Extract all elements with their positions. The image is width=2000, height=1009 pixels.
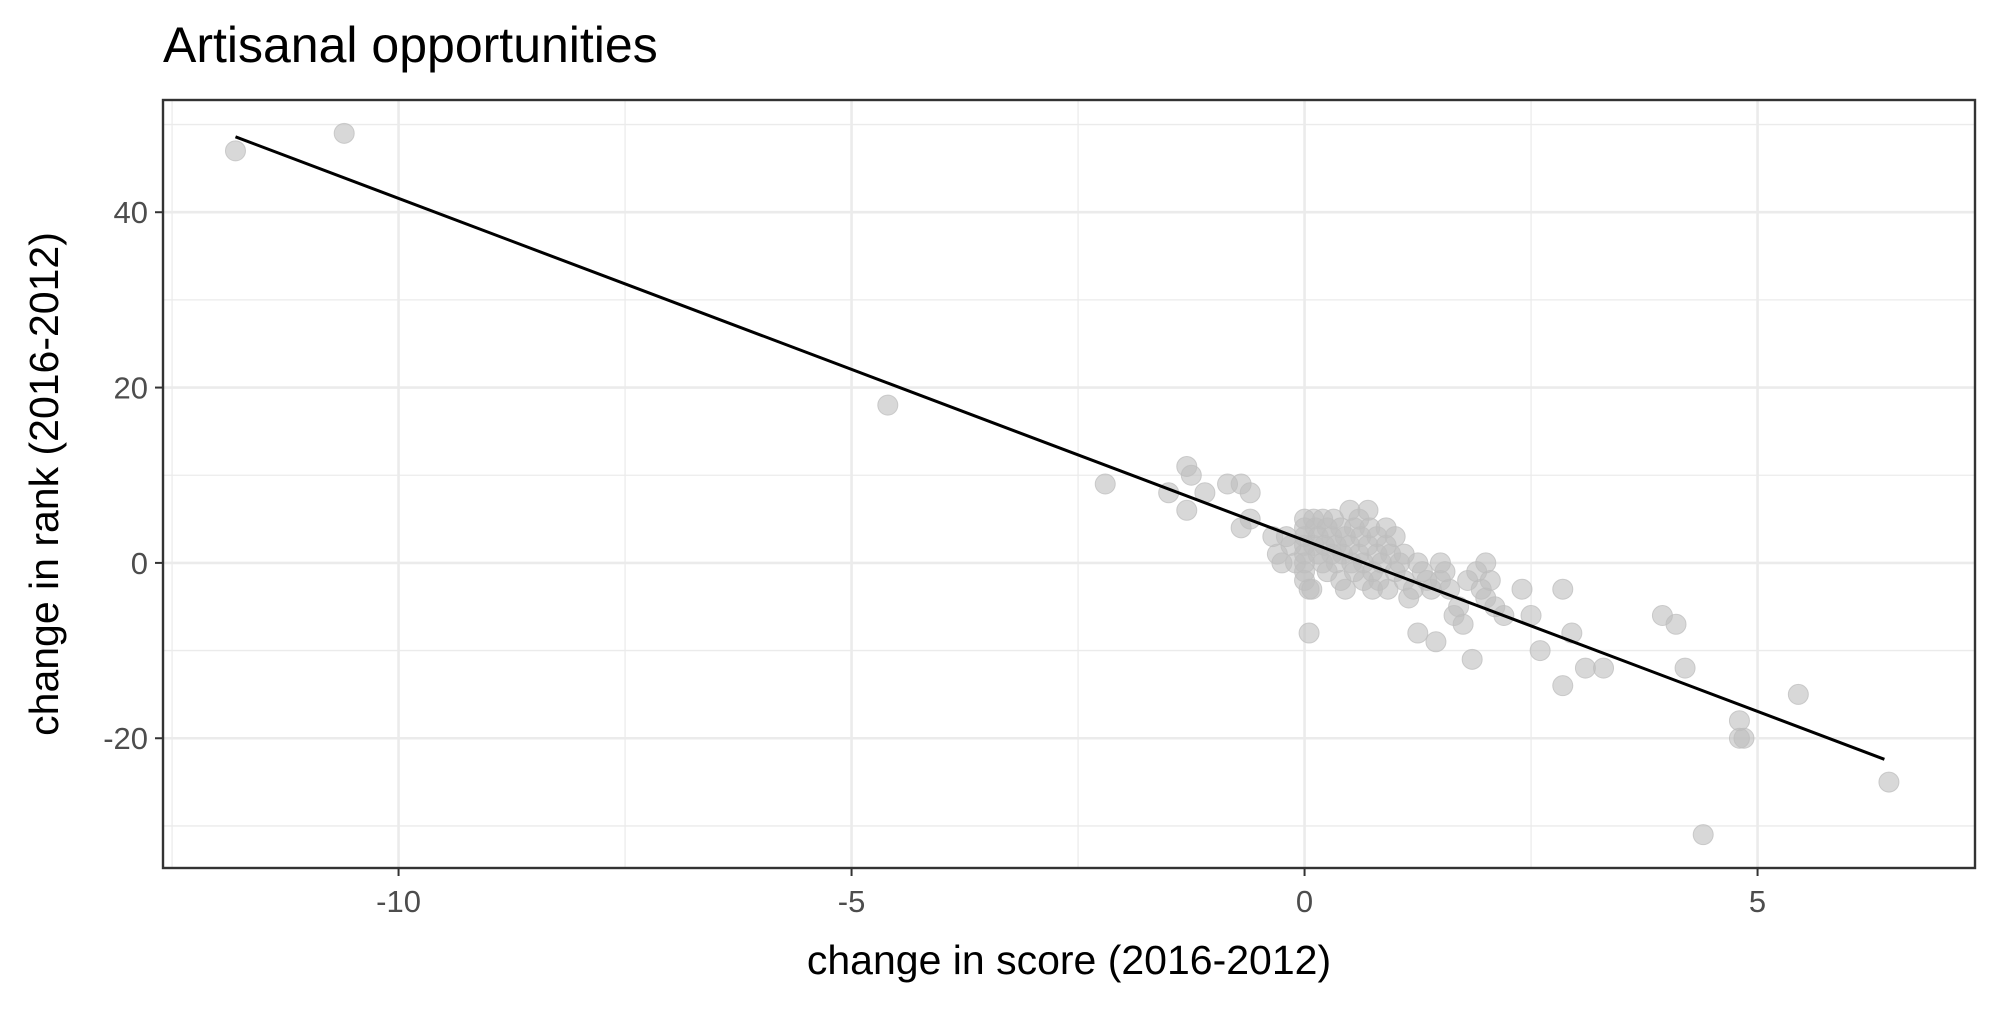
- x-axis-title: change in score (2016-2012): [807, 937, 1331, 983]
- x-tick-label: -10: [376, 884, 421, 919]
- chart-title: Artisanal opportunities: [163, 17, 658, 73]
- y-tick-label: 0: [131, 546, 148, 581]
- data-point: [1357, 499, 1379, 521]
- data-point: [1301, 578, 1323, 600]
- data-point: [1407, 622, 1429, 644]
- x-axis: -10 -5 0 5: [376, 868, 1766, 919]
- data-point: [1728, 727, 1750, 749]
- data-point: [1692, 824, 1714, 846]
- data-point: [1878, 771, 1900, 793]
- data-point: [1552, 675, 1574, 697]
- y-axis: -20 0 20 40: [103, 195, 163, 756]
- panel-background: [163, 100, 1975, 868]
- data-point: [1239, 482, 1261, 504]
- data-point: [1384, 526, 1406, 548]
- major-gridlines: [163, 100, 1975, 868]
- data-point: [877, 394, 899, 416]
- data-point: [1475, 552, 1497, 574]
- data-point: [1787, 683, 1809, 705]
- data-point: [1479, 569, 1501, 591]
- data-point: [1593, 657, 1615, 679]
- data-point: [1574, 657, 1596, 679]
- data-point: [1180, 464, 1202, 486]
- data-point: [1425, 631, 1447, 653]
- data-point: [1452, 613, 1474, 635]
- minor-gridlines: [163, 100, 1975, 868]
- data-point: [1176, 499, 1198, 521]
- data-point: [1434, 561, 1456, 583]
- data-point: [224, 140, 246, 162]
- data-point: [1728, 710, 1750, 732]
- plot-panel: [161, 98, 1977, 870]
- x-tick-label: 5: [1749, 884, 1766, 919]
- data-point: [1529, 640, 1551, 662]
- y-axis-title: change in rank (2016-2012): [21, 232, 67, 736]
- y-tick-label: 40: [114, 195, 148, 230]
- y-tick-label: 20: [114, 371, 148, 406]
- data-point: [333, 122, 355, 144]
- data-point: [1674, 657, 1696, 679]
- trend-line: [234, 135, 1885, 761]
- y-tick-label: -20: [103, 721, 148, 756]
- data-point: [1511, 578, 1533, 600]
- data-point: [1298, 622, 1320, 644]
- data-point: [1461, 648, 1483, 670]
- data-point: [1334, 578, 1356, 600]
- x-tick-label: 0: [1296, 884, 1313, 919]
- panel-border: [161, 98, 1977, 870]
- data-point: [1665, 613, 1687, 635]
- x-tick-label: -5: [838, 884, 866, 919]
- data-point: [1094, 473, 1116, 495]
- data-point: [1552, 578, 1574, 600]
